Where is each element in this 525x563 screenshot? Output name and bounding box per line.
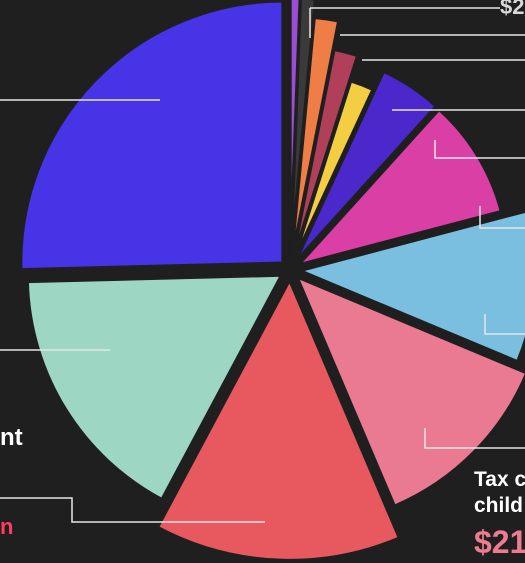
leader-line-7 (484, 314, 525, 335)
pie-slice-7 (295, 209, 525, 364)
left-category-label: nt (0, 424, 23, 451)
pie-slice-9 (155, 276, 402, 562)
leader-lines (0, 7, 525, 523)
pie-slices (19, 0, 525, 562)
leader-line-6 (479, 206, 525, 229)
pie-slice-10 (25, 273, 285, 502)
tax-credit-label-line2: child (474, 494, 524, 517)
pie-slice-4 (292, 79, 375, 262)
pie-slice-6 (294, 107, 504, 268)
pie-slice-5 (294, 69, 439, 263)
pie-slice-8 (294, 274, 525, 509)
pie-slice-11 (19, 0, 285, 272)
tax-credit-label-line1: Tax c (474, 468, 525, 491)
top-amount-label: $2 (500, 0, 525, 19)
pie-slice-3 (291, 47, 360, 261)
left-amount-label: n (0, 514, 14, 539)
leader-line-5 (434, 140, 525, 159)
tax-credit-amount-label: $21 (474, 524, 525, 560)
leader-line-11 (0, 497, 265, 523)
leader-line-8 (424, 428, 525, 449)
